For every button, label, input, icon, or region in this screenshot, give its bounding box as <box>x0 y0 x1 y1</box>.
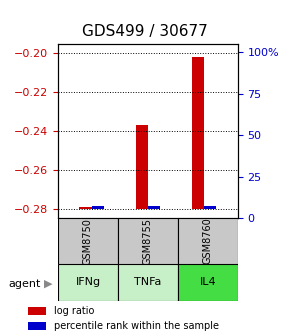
Bar <box>135 125 148 209</box>
Text: ▶: ▶ <box>44 279 52 289</box>
Bar <box>58 264 118 301</box>
Text: TNFa: TNFa <box>134 277 162 287</box>
Bar <box>192 57 204 209</box>
Bar <box>79 207 92 209</box>
Bar <box>118 218 178 264</box>
Bar <box>178 218 238 264</box>
Text: IFNg: IFNg <box>75 277 101 287</box>
Bar <box>92 206 104 209</box>
Text: percentile rank within the sample: percentile rank within the sample <box>54 321 219 331</box>
Text: IL4: IL4 <box>200 277 216 287</box>
Text: GSM8750: GSM8750 <box>83 218 93 264</box>
Text: GSM8760: GSM8760 <box>203 218 213 264</box>
Bar <box>204 206 216 209</box>
Bar <box>28 307 46 315</box>
Bar <box>28 322 46 330</box>
Bar <box>118 264 178 301</box>
Text: agent: agent <box>9 279 41 289</box>
Bar <box>58 218 118 264</box>
Text: GDS499 / 30677: GDS499 / 30677 <box>82 25 208 39</box>
Text: log ratio: log ratio <box>54 306 94 316</box>
Text: GSM8755: GSM8755 <box>143 218 153 264</box>
Bar <box>178 264 238 301</box>
Bar <box>148 206 160 209</box>
